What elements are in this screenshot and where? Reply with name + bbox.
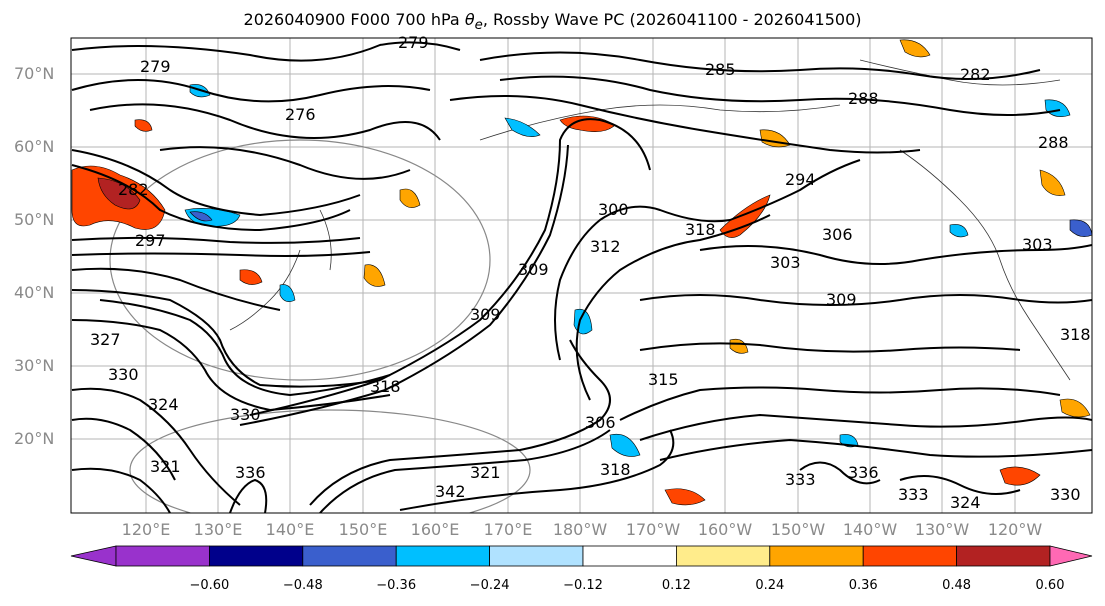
- lat-label: 50°N: [14, 210, 55, 229]
- contour-label: 318: [370, 377, 401, 396]
- contour-label: 285: [705, 60, 736, 79]
- contour-label: 342: [435, 482, 466, 501]
- contour-label: 336: [848, 463, 879, 482]
- colorbar-tick-label: −0.36: [376, 578, 417, 593]
- contour-label: 333: [785, 470, 816, 489]
- contour-label: 306: [585, 413, 616, 432]
- colorbar-tick-label: 0.60: [1035, 578, 1065, 593]
- lon-label: 150°W: [770, 520, 826, 539]
- map-title: 2026040900 F000 700 hPa θe, Rossby Wave …: [243, 10, 862, 34]
- contour-label: 321: [150, 457, 181, 476]
- contour-label: 309: [470, 305, 501, 324]
- lon-label: 180°W: [552, 520, 608, 539]
- contour-label: 321: [470, 463, 501, 482]
- lon-label: 170°W: [625, 520, 681, 539]
- colorbar-tick-label: 0.24: [755, 578, 785, 593]
- lat-label: 70°N: [14, 64, 55, 83]
- contour-label: 324: [148, 395, 179, 414]
- contour-label: 303: [770, 253, 801, 272]
- colorbar-tick-label: −0.24: [469, 578, 510, 593]
- contour-label: 312: [590, 237, 621, 256]
- contour-label: 333: [898, 485, 929, 504]
- lon-label: 120°E: [121, 520, 171, 539]
- lon-label: 160°E: [410, 520, 460, 539]
- colorbar-tick-label: −0.48: [282, 578, 323, 593]
- colorbar-tick-label: −0.60: [189, 578, 230, 593]
- anomaly-shading: [71, 39, 1092, 506]
- contour-label: 330: [230, 405, 261, 424]
- contour-label: 309: [518, 260, 549, 279]
- lon-label: 130°W: [914, 520, 970, 539]
- contour-label: 318: [1060, 325, 1091, 344]
- lon-label: 140°E: [265, 520, 315, 539]
- contour-label: 294: [785, 170, 816, 189]
- contour-label: 279: [140, 57, 171, 76]
- contour-label: 288: [1038, 133, 1069, 152]
- contour-label: 318: [600, 460, 631, 479]
- colorbar-tick-label: 0.48: [942, 578, 972, 593]
- lon-label: 150°E: [338, 520, 388, 539]
- lon-label: 140°W: [842, 520, 898, 539]
- theta-e-contours: [71, 41, 1092, 513]
- contour-label: 318: [685, 220, 716, 239]
- lat-label: 60°N: [14, 137, 55, 156]
- contour-label: 330: [108, 365, 139, 384]
- contour-label: 282: [960, 65, 991, 84]
- contour-label: 330: [1050, 485, 1081, 504]
- contour-labels: 279 279 276 285 282 288 288 282 297 294 …: [90, 33, 1091, 512]
- contour-label: 315: [648, 370, 679, 389]
- contour-label: 309: [826, 290, 857, 309]
- lat-label: 20°N: [14, 429, 55, 448]
- contour-label: 306: [822, 225, 853, 244]
- colorbar-tick-label: 0.12: [661, 578, 691, 593]
- colorbar-tick-label: 0.36: [848, 578, 878, 593]
- lon-label: 170°E: [483, 520, 533, 539]
- contour-label: 324: [950, 493, 981, 512]
- contour-label: 276: [285, 105, 316, 124]
- contour-label: 303: [1022, 235, 1053, 254]
- gridlines: [71, 38, 1092, 513]
- lat-label: 40°N: [14, 283, 55, 302]
- contour-label: 282: [118, 180, 149, 199]
- lat-label: 30°N: [14, 356, 55, 375]
- contour-label: 336: [235, 463, 266, 482]
- contour-label: 288: [848, 89, 879, 108]
- lon-label: 130°E: [193, 520, 243, 539]
- contour-label: 300: [598, 200, 629, 219]
- contour-label: 297: [135, 231, 166, 250]
- contour-label: 279: [398, 33, 429, 52]
- contour-label: 327: [90, 330, 121, 349]
- colorbar-tick-label: −0.12: [563, 578, 603, 593]
- lon-label: 160°W: [697, 520, 753, 539]
- lon-label: 120°W: [987, 520, 1043, 539]
